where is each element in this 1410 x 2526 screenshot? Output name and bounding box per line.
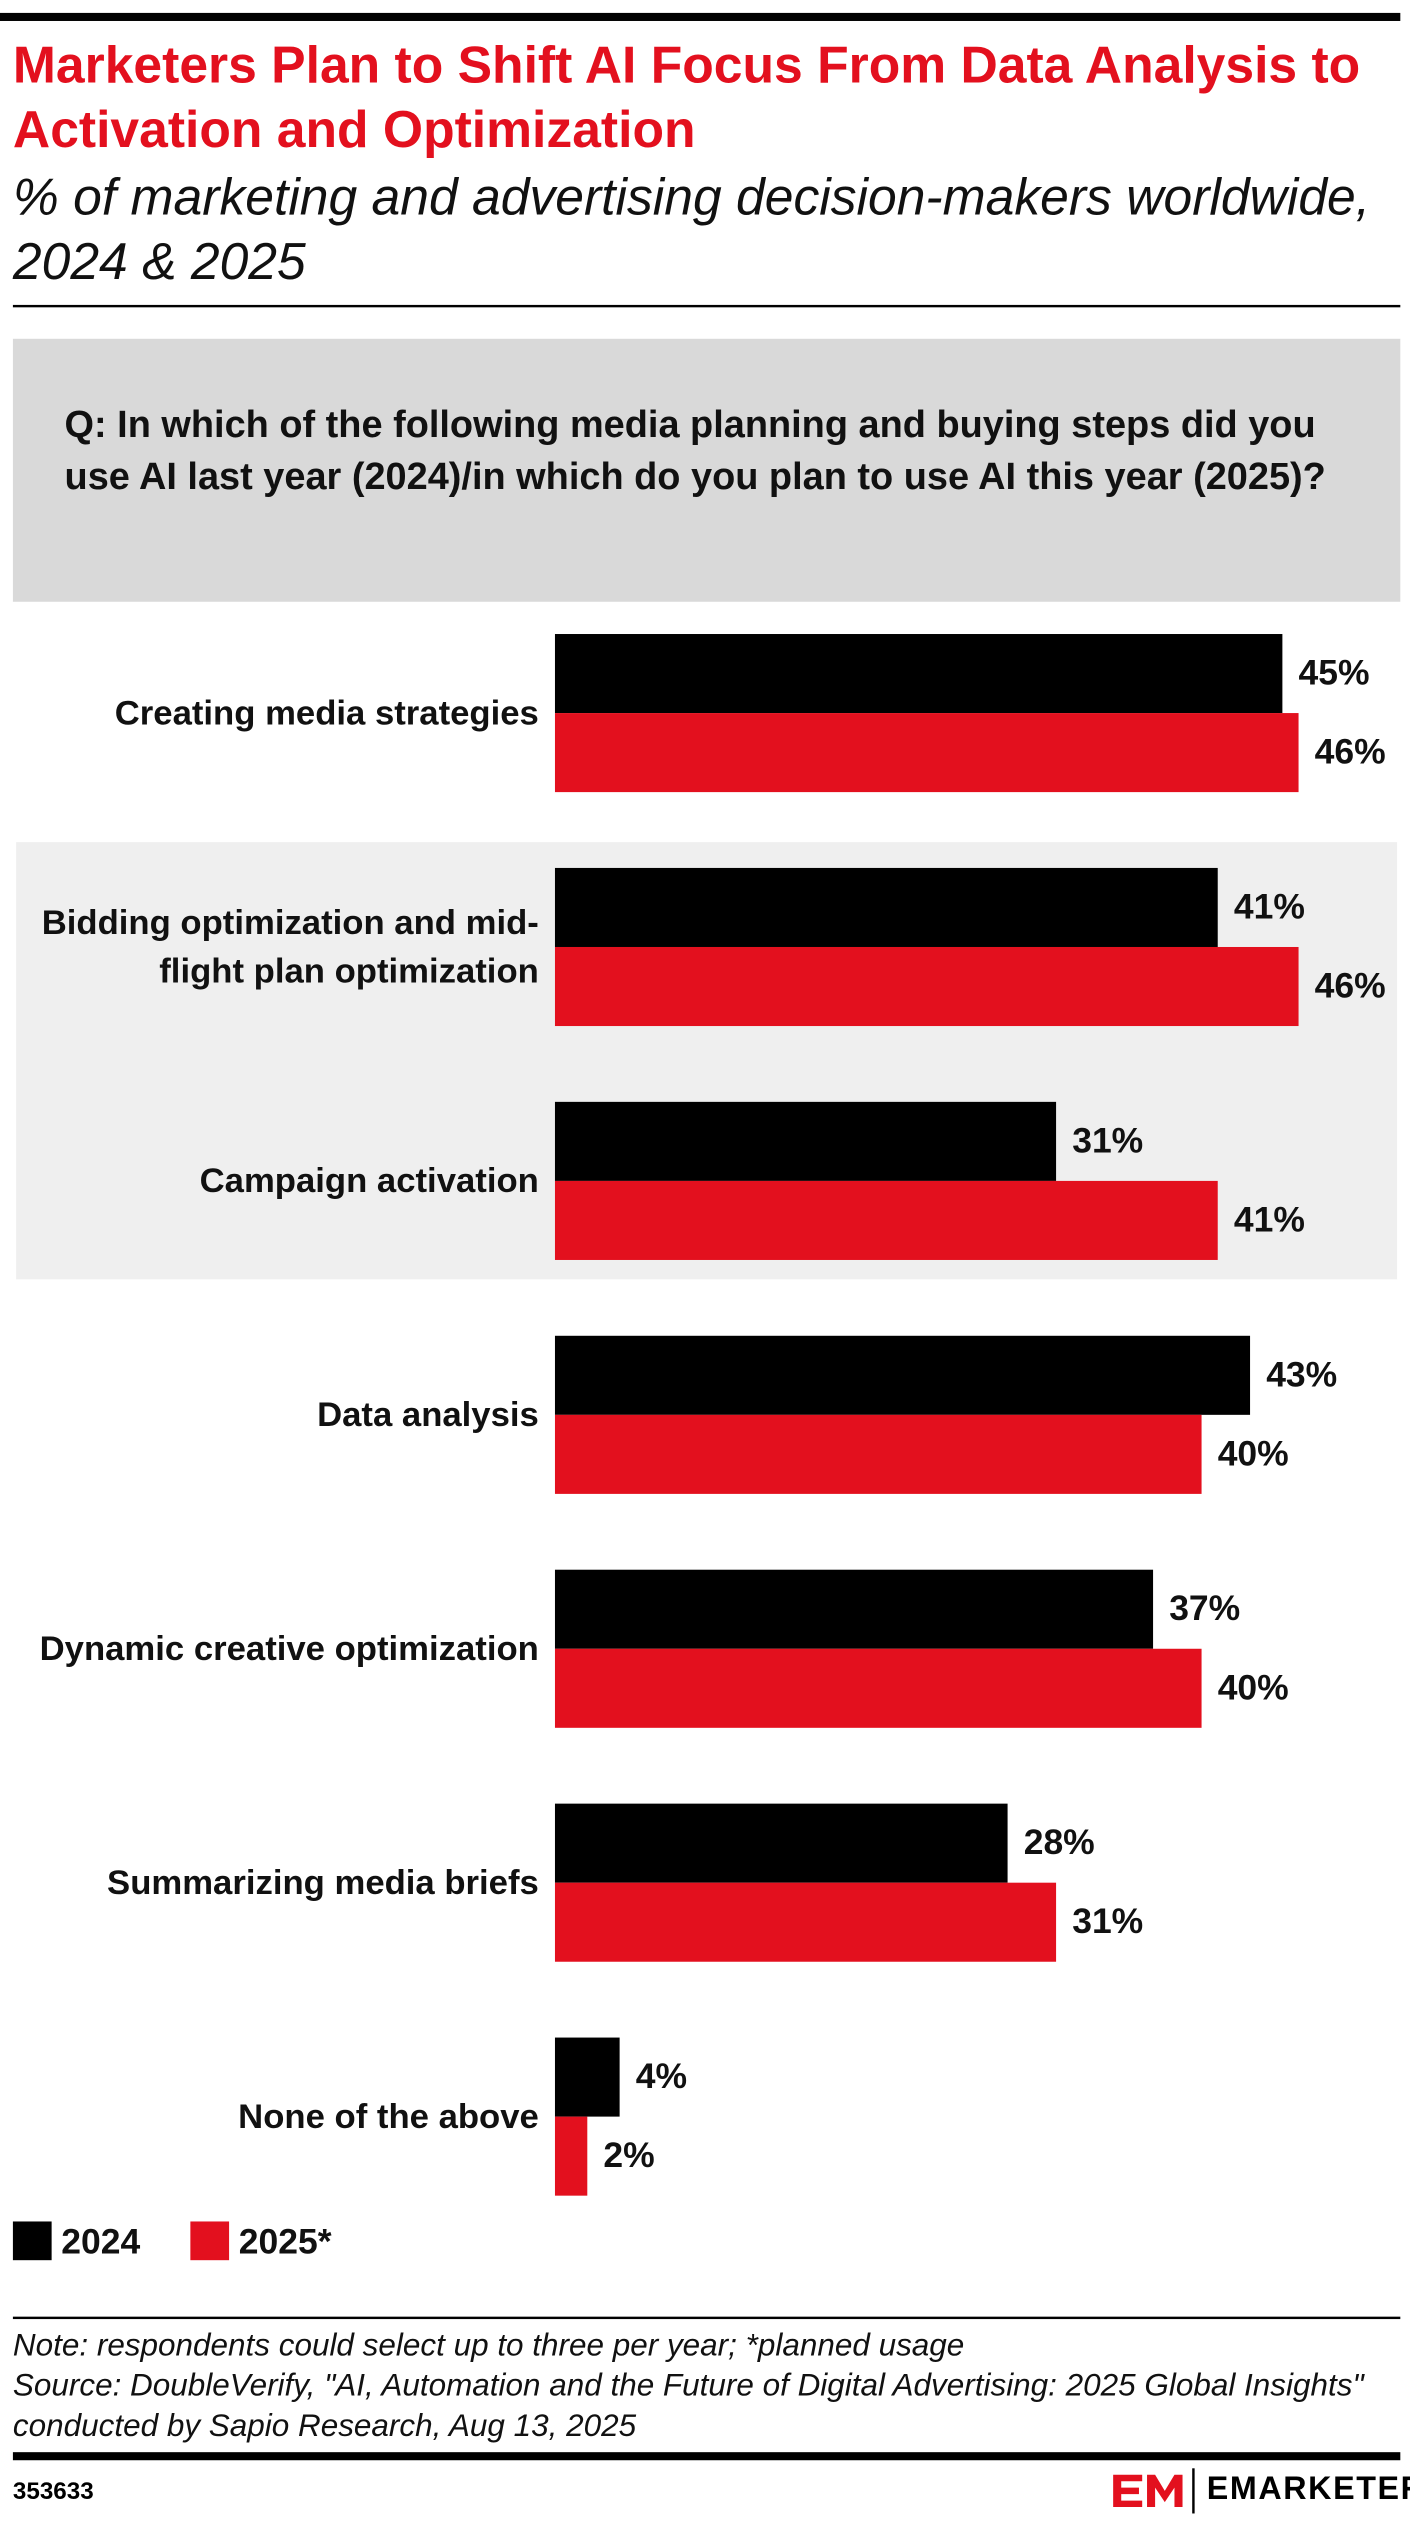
value-label: 46% [1315,732,1386,772]
bar [554,1101,1057,1181]
footer-rule [12,2316,1401,2320]
category-label-box: Campaign activation [199,1161,539,1201]
category-label: None of the above [238,2097,539,2136]
top-rule [0,12,1401,21]
value-label: 4% [636,2056,687,2096]
value-label: 40% [1218,1433,1289,1473]
chart-title: Marketers Plan to Shift AI Focus From Da… [12,35,1361,159]
category-label: Summarizing media briefs [107,1863,539,1903]
bar [554,2116,588,2196]
bar [554,1803,1008,1883]
value-label: 45% [1299,653,1370,693]
value-label: 43% [1266,1354,1337,1394]
bar [554,1414,1202,1494]
legend-swatch [190,2221,230,2261]
bar [554,2037,620,2117]
source: Source: DoubleVerify, "AI, Automation an… [12,2368,1364,2445]
category-label: Campaign activation [199,1161,539,1201]
value-label: 41% [1234,886,1305,926]
question: Q: In which of the following media plann… [64,403,1326,497]
bar [554,1882,1057,1962]
bottom-rule [12,2452,1401,2461]
bar [554,1335,1251,1415]
category-label: Dynamic creative optimization [39,1629,539,1669]
question-box [12,338,1401,602]
legend-swatch [12,2221,52,2261]
value-label: 40% [1218,1667,1289,1707]
category-label-box: Data analysis [317,1395,539,1435]
bar [554,1569,1154,1649]
bar [554,1648,1202,1728]
category-label-box: Creating media strategies [114,693,539,733]
value-label: 2% [603,2135,654,2175]
note: Note: respondents could select up to thr… [12,2327,965,2364]
legend-label: 2025* [239,2221,332,2261]
category-label-box: None of the above [238,2097,539,2136]
category-label-box: Bidding optimization and mid-flight plan… [41,903,539,991]
bar [554,946,1299,1027]
legend-label: 2024 [61,2221,140,2261]
chart-subtitle: % of marketing and advertising decision-… [12,167,1371,291]
category-label-box: Dynamic creative optimization [39,1629,539,1669]
value-label: 31% [1072,1120,1143,1160]
chart-id: 353633 [12,2477,94,2506]
value-label: 37% [1169,1588,1240,1628]
value-label: 28% [1024,1822,1095,1862]
category-label: Bidding optimization and mid-flight plan… [41,903,539,991]
category-label: Data analysis [317,1395,539,1435]
value-label: 41% [1234,1199,1305,1239]
header-rule [12,304,1401,308]
bar [554,634,1283,714]
brand-mark [1113,2468,1195,2514]
brand: EMARKETER [1206,2471,1410,2508]
value-label: 31% [1072,1901,1143,1941]
notes: Note: respondents could select up to thr… [13,2326,1400,2447]
bar [554,713,1299,793]
value-label: 46% [1315,966,1386,1006]
bar [554,867,1218,947]
category-label-box: Summarizing media briefs [107,1863,539,1903]
bar [554,1180,1218,1260]
category-label: Creating media strategies [114,693,539,733]
